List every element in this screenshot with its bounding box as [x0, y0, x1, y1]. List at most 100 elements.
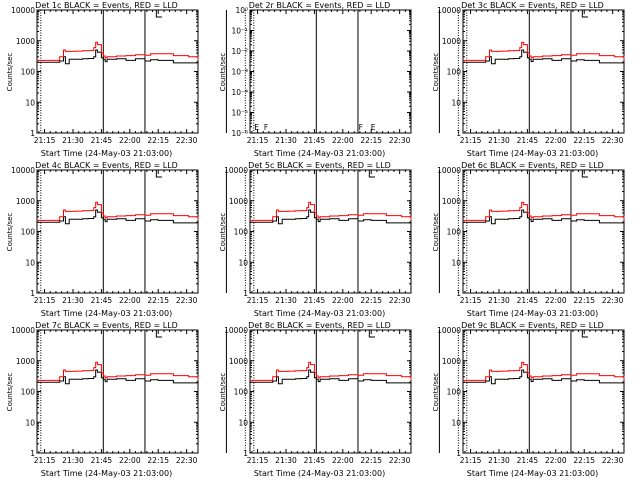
plot-frame [36, 329, 199, 454]
events-series-line [250, 209, 412, 225]
detector-panel: Det 4c BLACK = Events, RED = LLD Start Ti… [0, 160, 246, 320]
panel-title: Det 4c BLACK = Events, RED = LLD [35, 161, 178, 170]
y-tick-label: 10⁻⁶ [231, 129, 248, 138]
y-tick-label: 10000 [11, 6, 35, 15]
events-series-line [37, 369, 199, 385]
y-tick-label: 10000 [437, 6, 461, 15]
panel-title: Det 8c BLACK = Events, RED = LLD [248, 321, 391, 330]
y-tick-label: 1 [456, 129, 461, 138]
x-axis-label: Start Time (24-May-03 21:03:00) [40, 309, 173, 318]
plot-frame [249, 169, 412, 294]
x-axis-label: Start Time (24-May-03 21:03:00) [466, 309, 599, 318]
y-tick-label: 10000 [11, 326, 35, 335]
detector-panel: Det 2r BLACK = Events, RED = LLD Start Ti… [213, 0, 459, 160]
x-tick-label: 22:30 [602, 456, 624, 465]
detector-panel: Det 6c BLACK = Events, RED = LLD Start Ti… [426, 160, 639, 320]
x-tick-label: 21:30 [488, 456, 510, 465]
x-tick-label: 22:30 [602, 136, 624, 145]
y-tick-label: 10 [451, 98, 461, 107]
x-tick-label: 21:45 [304, 296, 326, 305]
flag-label: F [264, 123, 268, 132]
plot-frame [36, 9, 199, 134]
attenuator-marker [155, 330, 163, 338]
detector-panel: Det 3c BLACK = Events, RED = LLD Start Ti… [426, 0, 639, 160]
x-tick-label: 22:15 [573, 456, 595, 465]
x-tick-label: 22:15 [573, 296, 595, 305]
events-series-line [37, 49, 199, 65]
x-tick-label: 22:00 [545, 456, 567, 465]
attenuator-marker [368, 330, 376, 338]
x-tick-label: 22:30 [389, 456, 411, 465]
x-tick-label: 22:30 [176, 136, 198, 145]
plot-svg: 1 10 100 1000 10000 21:15 21:30 21:45 22:00 22:15… [437, 326, 625, 465]
plot-svg: 1 10 100 1000 10000 21:15 21:30 21:45 22:00 22:15… [11, 166, 246, 305]
x-tick-label: 21:15 [247, 136, 269, 145]
x-tick-label: 21:15 [34, 296, 56, 305]
x-tick-label: 21:15 [460, 296, 482, 305]
y-tick-label: 100 [21, 68, 36, 77]
events-series-line [250, 369, 412, 385]
x-tick-label: 22:30 [176, 456, 198, 465]
y-tick-label: 1 [243, 289, 248, 298]
y-tick-label: 10 [451, 258, 461, 267]
x-tick-label: 21:45 [91, 456, 113, 465]
attenuator-marker [581, 10, 589, 18]
events-series-line [37, 209, 199, 225]
x-axis-label: Start Time (24-May-03 21:03:00) [466, 149, 599, 158]
plot-frame [249, 9, 412, 134]
lld-series-line [37, 361, 199, 381]
x-tick-label: 21:30 [62, 136, 84, 145]
y-tick-label: 10 [451, 418, 461, 427]
y-tick-label: 1000 [16, 357, 35, 366]
attenuator-marker [581, 170, 589, 178]
x-tick-label: 22:15 [360, 136, 382, 145]
x-tick-label: 21:30 [488, 296, 510, 305]
plot-frame [249, 329, 412, 454]
plot-frame [462, 329, 625, 454]
y-tick-label: 1000 [16, 197, 35, 206]
x-tick-label: 21:45 [517, 456, 539, 465]
y-tick-label: 1000 [229, 357, 248, 366]
panel-title: Det 1c BLACK = Events, RED = LLD [35, 1, 178, 10]
x-tick-label: 22:15 [360, 296, 382, 305]
y-tick-label: 1000 [442, 37, 461, 46]
y-tick-label: 1 [30, 449, 35, 458]
detector-panel: Det 5c BLACK = Events, RED = LLD Start Ti… [213, 160, 459, 320]
y-tick-label: 1 [243, 449, 248, 458]
x-tick-label: 22:00 [119, 136, 141, 145]
y-tick-label: 100 [234, 388, 249, 397]
x-tick-label: 21:45 [91, 136, 113, 145]
y-tick-label: 1000 [442, 357, 461, 366]
attenuator-marker [368, 170, 376, 178]
x-tick-label: 22:00 [119, 296, 141, 305]
x-tick-label: 22:00 [119, 456, 141, 465]
x-tick-label: 22:15 [147, 296, 169, 305]
lld-series-line [250, 201, 412, 221]
y-tick-label: 100 [447, 228, 462, 237]
y-tick-label: 100 [447, 68, 462, 77]
x-tick-label: 21:45 [304, 136, 326, 145]
plot-svg: 10⁻⁶ 10⁻⁵ 10⁻⁴ 10⁻³ 10⁻² 10⁻¹ 10⁰ 21:15 21:30 21:… [231, 6, 459, 145]
x-tick-label: 21:30 [488, 136, 510, 145]
y-tick-label: 100 [21, 388, 36, 397]
x-tick-label: 22:00 [545, 136, 567, 145]
x-tick-label: 22:00 [332, 456, 354, 465]
lld-series-line [37, 201, 199, 221]
x-tick-label: 21:15 [460, 136, 482, 145]
x-tick-label: 22:00 [332, 136, 354, 145]
panel-title: Det 7c BLACK = Events, RED = LLD [35, 321, 178, 330]
x-axis-label: Start Time (24-May-03 21:03:00) [40, 469, 173, 478]
y-tick-label: 100 [234, 228, 249, 237]
y-tick-label: 10⁻² [231, 47, 248, 56]
x-axis-label: Start Time (24-May-03 21:03:00) [253, 149, 386, 158]
plot-frame [36, 169, 199, 294]
x-tick-label: 21:15 [247, 296, 269, 305]
plot-frame [462, 169, 625, 294]
x-tick-label: 22:15 [360, 456, 382, 465]
x-tick-label: 21:30 [275, 296, 297, 305]
x-axis-label: Start Time (24-May-03 21:03:00) [40, 149, 173, 158]
attenuator-marker [155, 10, 163, 18]
x-tick-label: 21:45 [517, 296, 539, 305]
x-tick-label: 21:30 [62, 296, 84, 305]
